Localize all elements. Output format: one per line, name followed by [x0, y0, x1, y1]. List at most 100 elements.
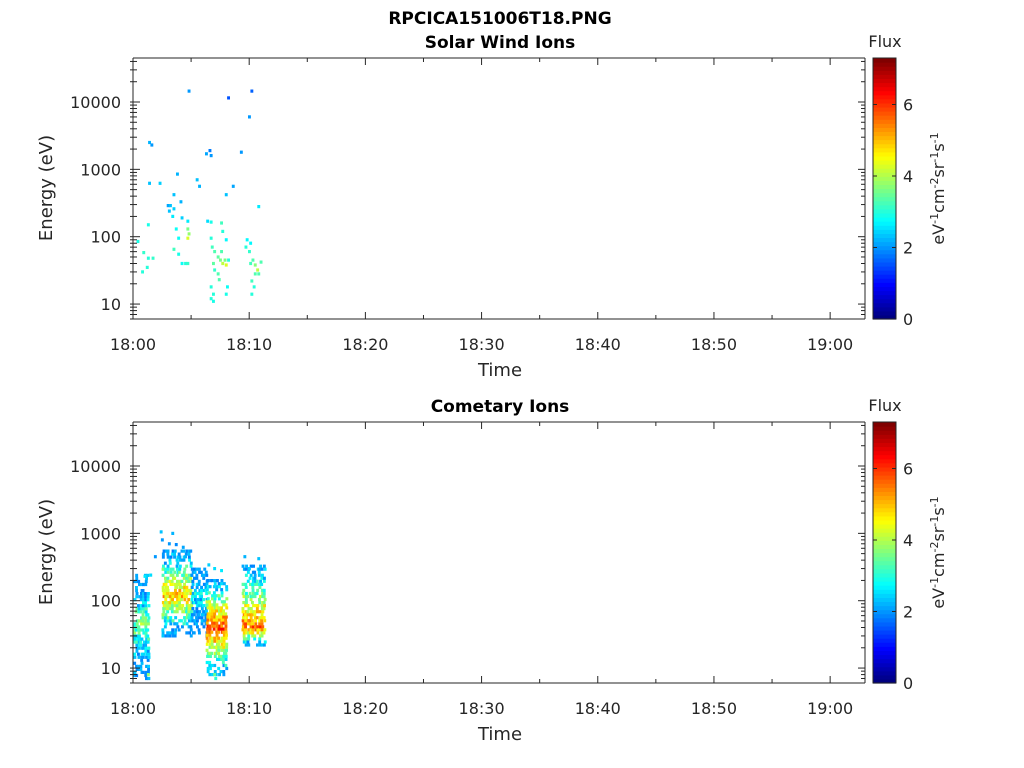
data-cell: [151, 256, 155, 260]
data-cell: [219, 645, 223, 649]
data-cell: [253, 613, 257, 617]
data-cell: [218, 657, 222, 661]
data-cell: [167, 209, 171, 213]
data-cell: [183, 567, 187, 571]
colorbar-tick-label: 2: [903, 602, 913, 621]
data-cell: [254, 628, 258, 632]
data-cell: [162, 607, 166, 611]
data-cell: [142, 251, 146, 255]
data-cell: [189, 564, 193, 568]
x-tick-label: 18:30: [459, 699, 505, 718]
data-cell: [184, 594, 188, 599]
data-cell: [205, 588, 209, 592]
data-cell: [218, 673, 221, 677]
data-cell: [225, 633, 228, 637]
data-cell: [137, 579, 141, 584]
data-cell: [246, 579, 250, 583]
data-cell: [244, 585, 248, 589]
data-cell: [146, 640, 150, 644]
data-cell: [164, 594, 168, 599]
data-cell: [149, 573, 153, 577]
data-cell: [253, 263, 257, 267]
data-cell: [213, 636, 217, 640]
data-cell: [145, 652, 149, 656]
data-cell: [166, 552, 170, 556]
data-cell: [246, 570, 250, 574]
data-cell: [249, 241, 253, 245]
data-cell: [164, 622, 168, 626]
colorbar-segment: [873, 634, 896, 639]
data-cell: [259, 594, 262, 599]
data-cell: [144, 625, 148, 629]
data-cell: [190, 604, 194, 608]
data-cell: [145, 576, 148, 581]
x-tick-label: 18:00: [110, 335, 156, 354]
colorbar-segment: [873, 662, 896, 668]
colorbar-segment: [873, 270, 896, 275]
data-cell: [217, 654, 221, 658]
data-cell: [196, 610, 199, 614]
data-cell: [206, 219, 210, 223]
data-cell: [244, 567, 248, 571]
data-cell: [176, 594, 180, 599]
data-cell: [258, 597, 261, 602]
data-cell: [251, 588, 255, 592]
data-cell: [191, 579, 195, 583]
data-cell: [204, 619, 208, 623]
data-cell: [258, 628, 262, 632]
data-cell: [172, 207, 176, 211]
data-cell: [194, 598, 197, 602]
data-cell: [212, 624, 216, 628]
data-cell: [220, 569, 223, 573]
data-cell: [216, 255, 220, 259]
data-cell: [145, 676, 148, 681]
data-cell: [250, 279, 254, 283]
data-cell: [218, 612, 221, 616]
data-cell: [173, 601, 177, 605]
data-cell: [141, 619, 145, 623]
data-cell: [144, 610, 148, 614]
data-cell: [178, 585, 182, 589]
data-cell: [142, 592, 145, 596]
data-cell: [245, 631, 249, 635]
data-cell: [195, 585, 199, 589]
data-cell: [146, 595, 150, 599]
data-cell: [166, 570, 170, 574]
data-cell: [164, 582, 168, 586]
colorbar-segment: [873, 98, 896, 104]
data-cell: [205, 591, 209, 596]
data-cell: [139, 643, 143, 647]
colorbar-segment: [873, 245, 896, 251]
data-cell: [215, 606, 219, 610]
data-cell: [252, 625, 255, 629]
data-cell: [244, 637, 248, 641]
data-cell: [147, 676, 151, 681]
data-cell: [213, 673, 217, 677]
data-cell: [144, 595, 148, 599]
data-cell: [178, 582, 182, 586]
data-cell: [251, 622, 254, 626]
data-cell: [169, 555, 173, 559]
data-cell: [144, 631, 148, 635]
data-cell: [202, 573, 206, 577]
colorbar-segment: [873, 446, 896, 452]
data-cell: [141, 270, 144, 274]
colorbar-segment: [873, 495, 896, 501]
data-cell: [186, 227, 190, 231]
data-cell: [222, 636, 226, 640]
data-cell: [144, 579, 148, 584]
data-cell: [225, 588, 229, 592]
data-cell: [220, 600, 224, 604]
colorbar-segment: [873, 422, 896, 427]
colorbar-segment: [873, 184, 896, 190]
data-cell: [142, 595, 146, 599]
data-cell: [170, 579, 174, 583]
data-cell: [244, 573, 248, 577]
colorbar-segment: [873, 261, 896, 267]
data-cell: [140, 607, 144, 611]
colorbar-segment: [873, 581, 896, 586]
data-cell: [180, 261, 184, 266]
colorbar-segment: [873, 139, 896, 145]
data-cell: [243, 555, 247, 559]
data-cell: [185, 588, 189, 593]
